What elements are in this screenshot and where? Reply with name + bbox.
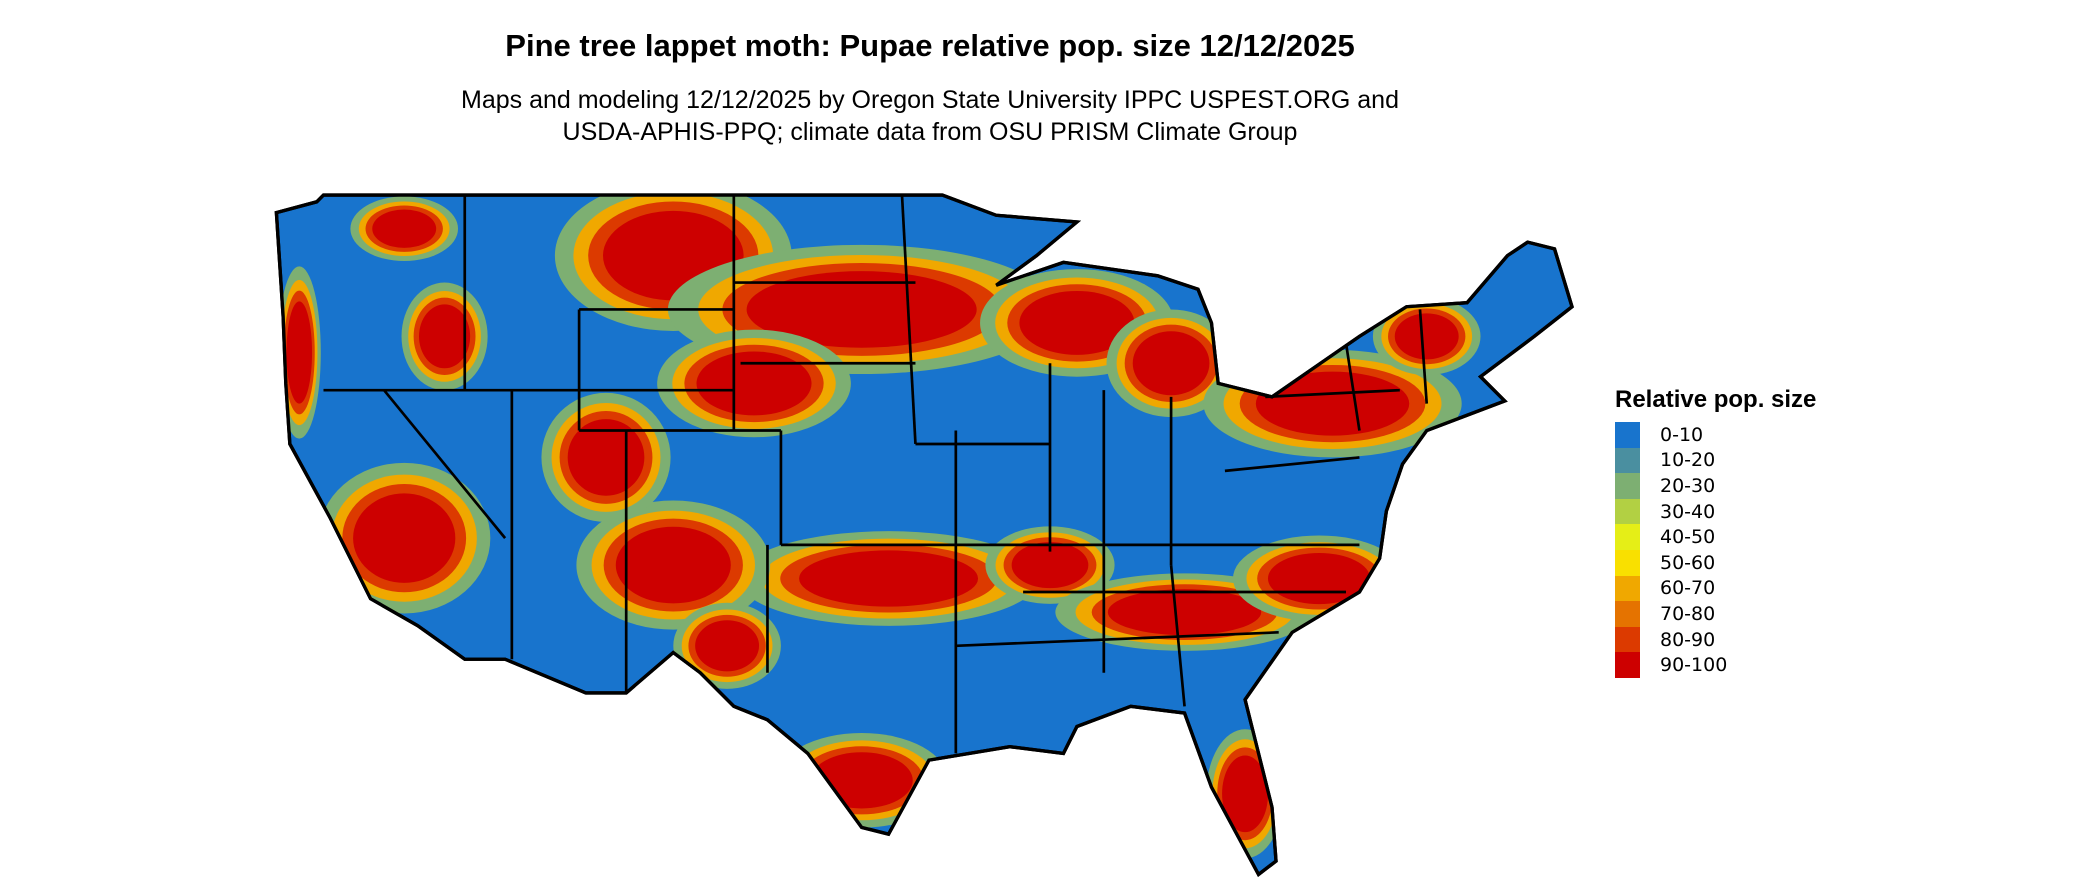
hotspot-band xyxy=(615,526,731,604)
state-border xyxy=(900,195,917,445)
legend-swatch xyxy=(1615,601,1640,627)
legend-label: 80-90 xyxy=(1660,628,1716,651)
hotspot-band xyxy=(1019,290,1135,355)
state-border xyxy=(1418,309,1429,404)
hotspot-band xyxy=(1132,331,1210,396)
hotspot-band xyxy=(286,301,313,404)
population-hotspots xyxy=(277,195,1481,859)
hotspot-band xyxy=(799,550,979,607)
legend-swatch xyxy=(1615,549,1640,576)
legend-label: 40-50 xyxy=(1660,526,1716,549)
hotspot-band xyxy=(696,351,812,416)
legend-swatch xyxy=(1615,473,1640,499)
map-subtitle-line-1: Maps and modeling 12/12/2025 by Oregon S… xyxy=(461,86,1399,114)
hotspot-band xyxy=(1255,371,1410,436)
legend-label: 10-20 xyxy=(1660,449,1716,472)
legend-swatch xyxy=(1615,524,1640,550)
legend-item: 50-60 xyxy=(1615,549,1816,576)
legend-label: 50-60 xyxy=(1660,551,1716,574)
hotspot-band xyxy=(1222,755,1269,833)
legend-item: 90-100 xyxy=(1615,652,1816,678)
legend-item: 80-90 xyxy=(1615,626,1816,653)
state-border xyxy=(1224,456,1360,473)
legend-swatch xyxy=(1615,498,1640,525)
legend-item: 10-20 xyxy=(1615,447,1816,474)
legend-swatch xyxy=(1615,626,1640,653)
legend-swatch xyxy=(1615,447,1640,474)
hotspot-band xyxy=(353,493,456,583)
map-title: Pine tree lappet moth: Pupae relative po… xyxy=(505,28,1355,63)
hotspot-band xyxy=(1394,313,1459,360)
legend-label: 90-100 xyxy=(1660,654,1728,677)
legend-item: 30-40 xyxy=(1615,498,1816,525)
legend-swatch xyxy=(1615,652,1640,678)
legend-swatch xyxy=(1615,575,1640,602)
hotspot-band xyxy=(372,209,437,248)
legend-item: 0-10 xyxy=(1615,422,1816,448)
legend-label: 60-70 xyxy=(1660,577,1716,600)
hotspot-band xyxy=(695,620,760,672)
legend-label: 20-30 xyxy=(1660,474,1716,497)
state-border xyxy=(1169,564,1186,707)
legend-swatch xyxy=(1615,422,1640,448)
legend-item: 60-70 xyxy=(1615,575,1816,602)
legend-item: 70-80 xyxy=(1615,601,1816,627)
legend-label: 30-40 xyxy=(1660,500,1716,523)
state-border xyxy=(1344,342,1361,431)
legend: Relative pop. size 0-10 10-20 20-30 30-40 40… xyxy=(1615,386,1816,678)
legend-label: 0-10 xyxy=(1660,423,1704,446)
state-border xyxy=(1265,388,1400,399)
hotspot-band xyxy=(1011,542,1089,589)
legend-item: 40-50 xyxy=(1615,524,1816,550)
hotspot-band xyxy=(419,304,471,369)
hotspot-band xyxy=(746,271,977,348)
state-border xyxy=(382,389,507,540)
state-borders xyxy=(323,195,1429,754)
legend-item: 20-30 xyxy=(1615,473,1816,499)
map-subtitle-line-2: USDA-APHIS-PPQ; climate data from OSU PR… xyxy=(562,118,1298,146)
state-border xyxy=(955,630,1279,648)
legend-title: Relative pop. size xyxy=(1615,386,1817,413)
legend-label: 70-80 xyxy=(1660,602,1716,625)
hotspot-band xyxy=(1107,589,1262,636)
